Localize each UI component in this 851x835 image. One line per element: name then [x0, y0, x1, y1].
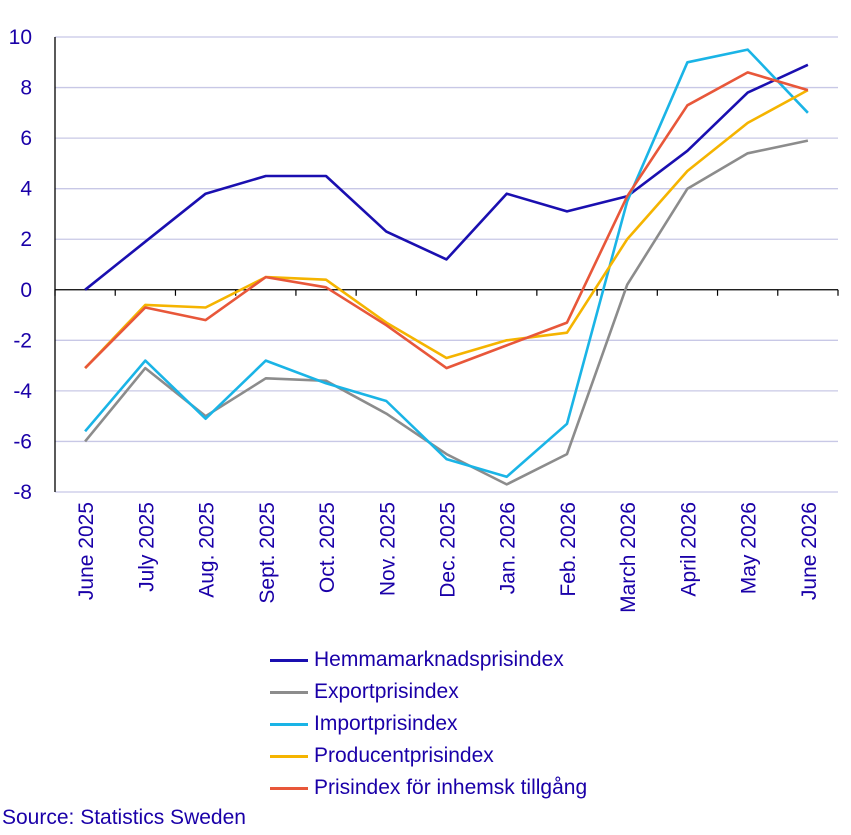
series-line-1 — [84, 63, 809, 291]
y-tick-label: -2 — [13, 329, 32, 352]
legend-label: Prisindex för inhemsk tillgång — [314, 776, 588, 799]
y-tick-label: -6 — [13, 430, 32, 453]
legend-swatch — [270, 658, 308, 662]
y-tick-labels: 10 8 6 4 2 0 -2 -4 -6 -8 — [9, 26, 33, 504]
legend-swatch — [270, 690, 308, 694]
legend-label: Importprisindex — [314, 712, 458, 735]
x-tick-label: Dec. 2025 — [437, 502, 460, 598]
y-tick-label: 6 — [20, 127, 32, 150]
series-lines — [84, 48, 809, 486]
y-tick-label: 8 — [20, 77, 32, 100]
x-tick-label: May 2026 — [738, 502, 761, 594]
grid-lines — [55, 36, 838, 493]
x-tick-label: June 2026 — [798, 502, 821, 600]
series-line-3 — [84, 48, 809, 479]
x-tick-label: Sept. 2025 — [256, 502, 279, 604]
x-tick-label: Aug. 2025 — [196, 502, 219, 598]
legend-item: Prisindex för inhemsk tillgång — [270, 772, 587, 804]
source-note: Source: Statistics Sweden — [2, 806, 246, 829]
legend-swatch — [270, 786, 308, 790]
legend: Hemmamarknadsprisindex Exportprisindex Imp… — [270, 644, 587, 804]
legend-item: Producentprisindex — [270, 740, 587, 772]
x-tick-label: Feb. 2026 — [557, 502, 580, 597]
series-line-4 — [84, 88, 809, 369]
x-tick-label: April 2026 — [677, 502, 700, 597]
x-tick-labels: June 2025 July 2025 Aug. 2025 Sept. 2025 Oct… — [75, 502, 821, 613]
x-tick-label: March 2026 — [617, 502, 640, 613]
x-tick-label: Jan. 2026 — [497, 502, 520, 594]
legend-item: Importprisindex — [270, 708, 587, 740]
legend-item: Exportprisindex — [270, 676, 587, 708]
legend-item: Hemmamarknadsprisindex — [270, 644, 587, 676]
x-axis — [54, 37, 839, 492]
y-tick-label: -8 — [13, 481, 32, 504]
legend-label: Exportprisindex — [314, 680, 459, 703]
x-tick-label: July 2025 — [135, 502, 158, 592]
x-tick-label: Nov. 2025 — [376, 502, 399, 596]
legend-swatch — [270, 722, 308, 726]
y-tick-label: -4 — [13, 380, 32, 403]
y-tick-label: 4 — [20, 178, 32, 201]
legend-label: Producentprisindex — [314, 744, 494, 767]
y-tick-label: 10 — [9, 26, 32, 49]
x-tick-label: Oct. 2025 — [316, 502, 339, 593]
legend-swatch — [270, 754, 308, 758]
x-tick-label: June 2025 — [75, 502, 98, 600]
y-tick-label: 0 — [20, 279, 32, 302]
legend-label: Hemmamarknadsprisindex — [314, 648, 564, 671]
series-line-2 — [84, 139, 809, 486]
series-line-5 — [84, 71, 809, 370]
y-tick-label: 2 — [20, 228, 32, 251]
